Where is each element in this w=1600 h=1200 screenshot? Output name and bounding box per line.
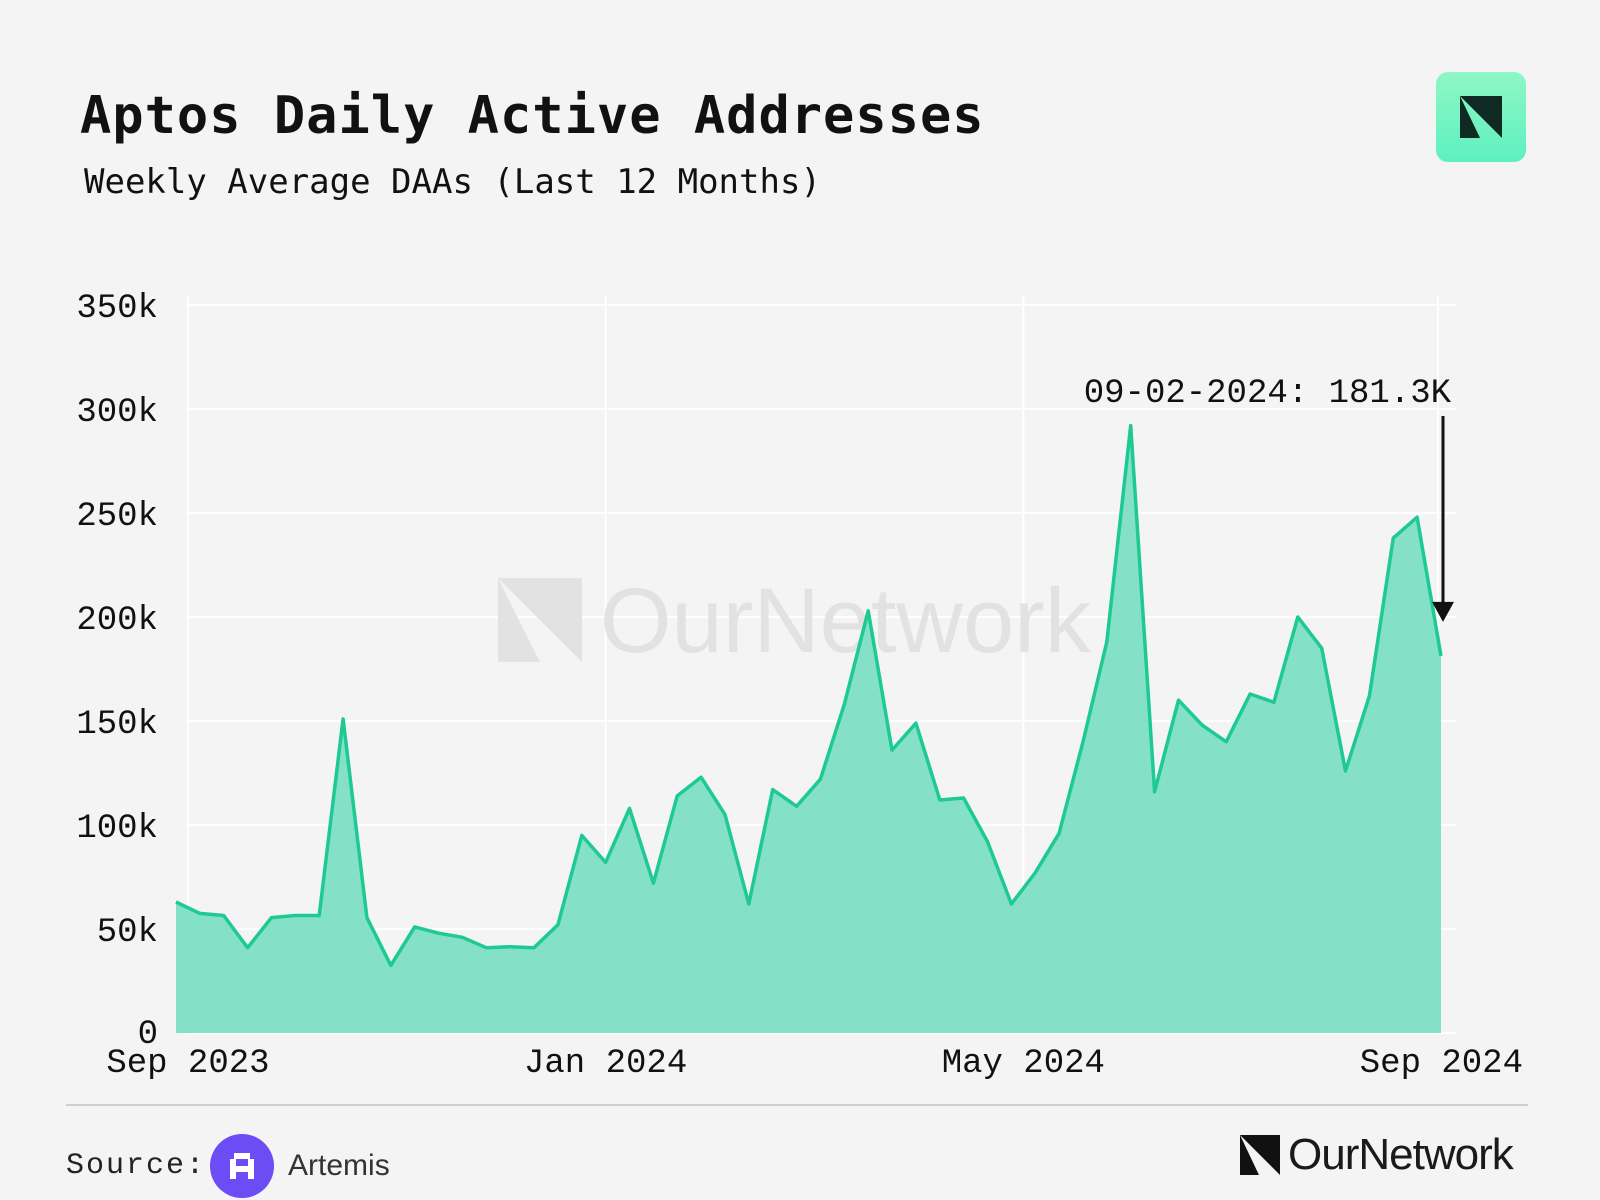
data-point	[174, 900, 178, 904]
data-point	[818, 777, 822, 781]
data-point	[222, 913, 226, 917]
data-point	[508, 945, 512, 949]
annotation: 09-02-2024: 181.3K	[1084, 375, 1454, 622]
data-point	[1320, 646, 1324, 650]
data-point	[675, 794, 679, 798]
data-point	[1272, 700, 1276, 704]
data-point	[747, 902, 751, 906]
data-point	[723, 813, 727, 817]
y-tick-label: 200k	[76, 602, 158, 640]
y-tick-label: 150k	[76, 706, 158, 744]
y-tick-label: 300k	[76, 394, 158, 432]
annotation-label: 09-02-2024: 181.3K	[1084, 375, 1452, 413]
series-area	[176, 425, 1441, 1034]
data-point	[914, 721, 918, 725]
data-point	[1415, 515, 1419, 519]
footer-brand-name: OurNetwork	[1288, 1130, 1514, 1179]
data-point	[795, 804, 799, 808]
data-point	[890, 748, 894, 752]
data-point	[1009, 902, 1013, 906]
data-point	[938, 798, 942, 802]
data-point	[699, 775, 703, 779]
data-point	[604, 860, 608, 864]
y-tick-label: 50k	[97, 914, 158, 952]
footer-brand: OurNetwork	[1240, 1130, 1514, 1180]
data-point	[866, 609, 870, 613]
daa-area-chart: OurNetwork 050k100k150k200k250k300k350k …	[76, 290, 1523, 1083]
data-point	[1176, 698, 1180, 702]
x-tick-label: Sep 2024	[1360, 1045, 1523, 1083]
data-point	[317, 913, 321, 917]
artemis-logo-icon	[210, 1134, 275, 1198]
data-point	[1439, 654, 1443, 658]
data-point	[1033, 871, 1037, 875]
data-point	[842, 702, 846, 706]
data-point	[484, 946, 488, 950]
series-line	[175, 423, 1443, 968]
ournetwork-footer-logo-icon	[1240, 1135, 1280, 1175]
data-point	[962, 796, 966, 800]
data-point	[269, 916, 273, 920]
data-point	[1367, 694, 1371, 698]
y-tick-label: 250k	[76, 498, 158, 536]
data-point	[341, 717, 345, 721]
footer-divider	[66, 1104, 1528, 1106]
data-point	[1248, 692, 1252, 696]
data-point	[1057, 831, 1061, 835]
data-point	[771, 788, 775, 792]
data-point	[293, 913, 297, 917]
x-axis-tick-labels: Sep 2023 Jan 2024 May 2024 Sep 2024	[106, 1045, 1523, 1083]
data-point	[627, 806, 631, 810]
watermark: OurNetwork	[498, 570, 1092, 672]
data-point	[1105, 640, 1109, 644]
data-point	[365, 916, 369, 920]
data-point	[532, 946, 536, 950]
data-point	[1129, 424, 1133, 428]
chart-subtitle: Weekly Average DAAs (Last 12 Months)	[84, 162, 821, 202]
data-point	[651, 881, 655, 885]
y-tick-label: 0	[138, 1016, 158, 1054]
x-tick-label: Jan 2024	[524, 1045, 687, 1083]
data-point	[437, 931, 441, 935]
source-label: Source:	[66, 1149, 207, 1183]
watermark-logo-icon	[498, 578, 582, 662]
y-axis-tick-labels: 0 50k 100k 150k 200k 250k 300k 350k	[76, 290, 158, 1054]
data-point	[556, 923, 560, 927]
data-point	[580, 833, 584, 837]
data-point	[986, 840, 990, 844]
data-point	[1153, 790, 1157, 794]
data-point	[198, 911, 202, 915]
data-point	[246, 946, 250, 950]
ournetwork-logo-badge	[1436, 72, 1526, 162]
data-point	[413, 925, 417, 929]
annotation-arrow-head	[1432, 601, 1454, 622]
data-point	[389, 963, 393, 967]
data-point	[1344, 769, 1348, 773]
x-tick-label: Sep 2023	[106, 1045, 269, 1083]
chart-title: Aptos Daily Active Addresses	[80, 86, 985, 146]
data-point	[1200, 723, 1204, 727]
data-point	[460, 935, 464, 939]
source-attribution: Source: Artemis	[66, 1134, 390, 1198]
watermark-text: OurNetwork	[600, 570, 1092, 672]
data-point	[1081, 740, 1085, 744]
y-tick-label: 350k	[76, 290, 158, 328]
y-tick-label: 100k	[76, 810, 158, 848]
data-point	[1391, 536, 1395, 540]
source-name: Artemis	[288, 1149, 390, 1182]
ournetwork-logo-icon	[1460, 96, 1502, 138]
x-tick-label: May 2024	[942, 1045, 1105, 1083]
data-point	[1296, 615, 1300, 619]
data-point	[1224, 740, 1228, 744]
